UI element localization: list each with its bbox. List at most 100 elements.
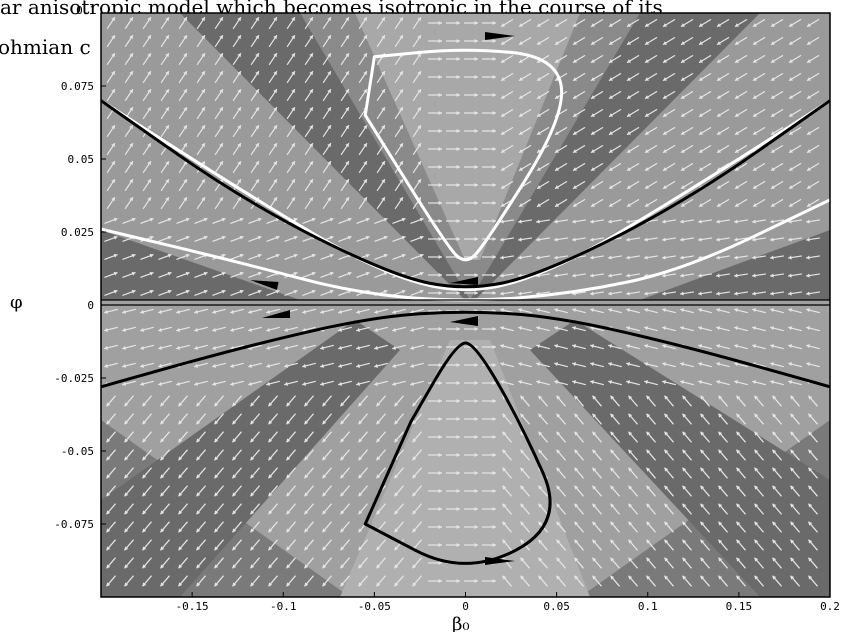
field-arrowhead	[358, 438, 363, 443]
field-arrowhead	[358, 564, 363, 569]
field-arrowhead	[808, 557, 813, 562]
field-arrowhead	[790, 431, 795, 436]
field-arrowhead	[718, 413, 723, 418]
field-arrowhead	[122, 381, 127, 386]
field-arrowhead	[752, 255, 756, 260]
field-arrowhead	[248, 309, 253, 314]
field-arrowhead	[716, 131, 721, 135]
field-arrowhead	[770, 149, 775, 153]
field-arrowhead	[662, 344, 667, 349]
field-arrowhead	[250, 510, 255, 515]
field-arrowhead	[788, 77, 793, 81]
field-arrowhead	[194, 327, 199, 332]
field-arrowhead	[502, 539, 507, 544]
field-arrowhead	[680, 113, 685, 117]
field-arrowhead	[770, 185, 775, 189]
field-arrowhead	[492, 326, 496, 332]
field-arrowhead	[456, 542, 460, 548]
field-arrowhead	[257, 271, 262, 276]
field-arrowhead	[492, 56, 496, 62]
field-arrowhead	[201, 53, 205, 58]
field-arrowhead	[250, 438, 255, 443]
field-arrowhead	[698, 23, 703, 27]
field-arrowhead	[201, 71, 205, 76]
field-arrowhead	[273, 107, 277, 112]
field-arrowhead	[590, 273, 594, 278]
field-arrowhead	[309, 197, 313, 202]
field-arrowhead	[196, 456, 201, 461]
field-arrowhead	[718, 521, 723, 526]
field-arrowhead	[644, 255, 648, 260]
field-arrowhead	[237, 35, 241, 40]
field-arrowhead	[237, 89, 241, 94]
field-arrowhead	[556, 449, 561, 454]
field-arrowhead	[574, 449, 579, 454]
field-arrowhead	[273, 17, 277, 22]
field-arrowhead	[410, 363, 415, 368]
field-arrowhead	[474, 56, 478, 62]
field-arrowhead	[183, 197, 187, 202]
field-arrowhead	[718, 485, 723, 490]
field-arrowhead	[327, 125, 331, 130]
field-arrowhead	[322, 402, 327, 407]
field-arrowhead	[608, 273, 612, 278]
field-arrowhead	[554, 59, 559, 63]
field-arrowhead	[664, 485, 669, 490]
field-arrowhead	[662, 219, 666, 224]
field-arrowhead	[322, 492, 327, 497]
field-arrowhead	[147, 89, 151, 94]
field-arrowhead	[286, 492, 291, 497]
field-arrowhead	[628, 539, 633, 544]
field-arrowhead	[106, 474, 111, 479]
field-arrowhead	[111, 161, 115, 166]
field-arrowhead	[770, 59, 775, 63]
field-arrowhead	[644, 77, 649, 81]
field-arrowhead	[754, 431, 759, 436]
field-arrowhead	[345, 143, 349, 148]
field-arrowhead	[438, 110, 442, 116]
field-arrowhead	[752, 185, 757, 189]
field-arrowhead	[572, 41, 577, 45]
field-arrowhead	[304, 474, 309, 479]
x-axis-label: β₀	[452, 614, 470, 632]
field-arrowhead	[383, 217, 388, 222]
field-arrowhead	[716, 344, 721, 349]
field-arrowhead	[219, 71, 223, 76]
field-arrowhead	[590, 203, 595, 207]
field-arrowhead	[214, 528, 219, 533]
shade-region-upper-center	[355, 13, 580, 260]
field-arrowhead	[698, 41, 703, 45]
field-arrowhead	[284, 345, 289, 350]
field-arrowhead	[572, 113, 577, 117]
shade-dark-lower-right	[530, 320, 830, 597]
field-arrowhead	[147, 35, 151, 40]
field-arrowhead	[474, 542, 478, 548]
field-arrowhead	[500, 219, 504, 224]
field-arrowhead	[752, 326, 757, 331]
field-arrowhead	[410, 345, 415, 350]
field-arrowhead	[327, 53, 331, 58]
field-arrowhead	[626, 77, 631, 81]
field-arrowhead	[644, 23, 649, 27]
field-arrowhead	[160, 492, 165, 497]
field-arrowhead	[790, 395, 795, 400]
field-arrowhead	[808, 539, 813, 544]
field-arrowhead	[662, 380, 667, 385]
field-arrowhead	[381, 107, 385, 112]
field-arrowhead	[500, 41, 505, 45]
shade-dark-lower-left	[101, 320, 400, 597]
field-arrowhead	[381, 179, 385, 184]
field-arrowhead	[147, 71, 151, 76]
field-arrowhead	[255, 53, 259, 58]
field-arrowhead	[401, 271, 406, 276]
field-arrowhead	[363, 143, 367, 148]
field-arrowhead	[626, 23, 631, 27]
field-arrowhead	[232, 492, 237, 497]
field-arrowhead	[358, 492, 363, 497]
field-arrowhead	[329, 217, 334, 222]
field-arrowhead	[536, 362, 541, 367]
field-arrowhead	[286, 402, 291, 407]
field-arrowhead	[492, 38, 496, 44]
field-arrowhead	[590, 380, 595, 385]
field-arrowhead	[255, 35, 259, 40]
